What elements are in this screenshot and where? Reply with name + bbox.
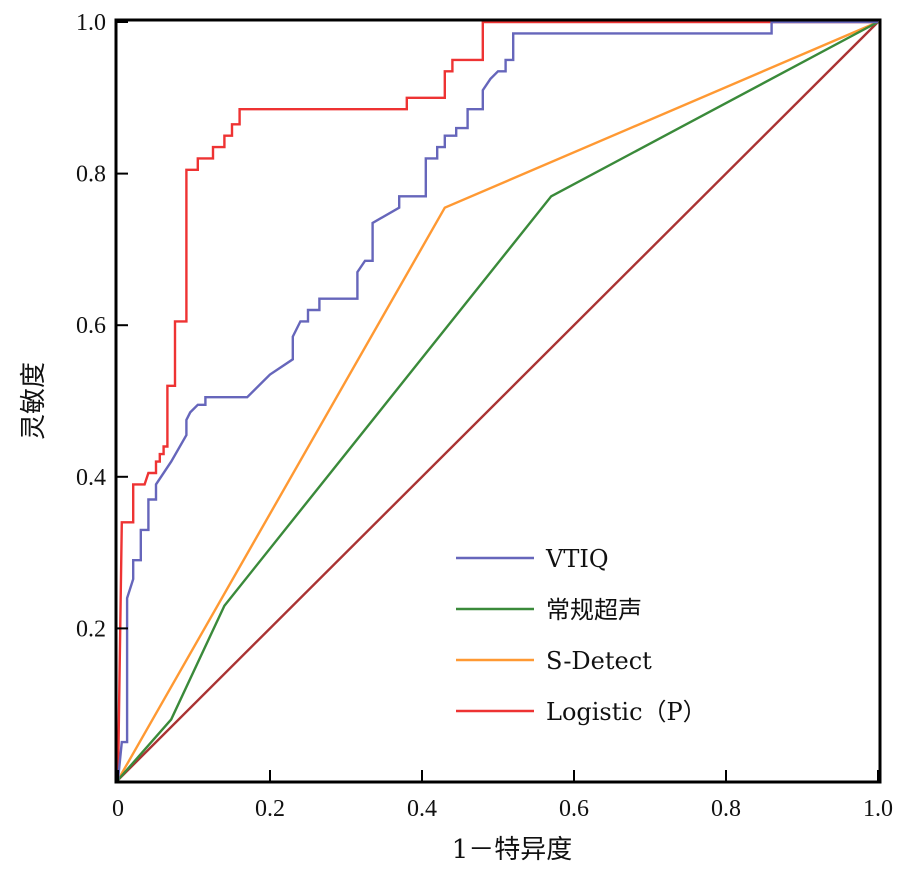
x-axis-title: 1－特异度 <box>452 835 573 865</box>
x-tick-label: 0 <box>112 796 124 822</box>
curve-diagonal <box>117 21 879 781</box>
legend-label: Logistic（P） <box>546 698 707 726</box>
x-tick-label: 0.2 <box>255 796 285 822</box>
curve- <box>117 20 879 781</box>
plot-frame <box>114 18 882 784</box>
y-tick-label: 0.4 <box>76 465 106 491</box>
y-tick-label: 0.8 <box>76 162 106 188</box>
curve-s-detect <box>116 20 879 781</box>
legend-label: VTIQ <box>545 545 609 573</box>
curve-vtiq <box>116 20 878 781</box>
x-tick-label: 0.4 <box>407 796 437 822</box>
y-tick-label: 0.2 <box>76 616 106 642</box>
x-tick-label: 1.0 <box>863 796 893 822</box>
roc-curves <box>116 20 879 781</box>
x-tick-label: 0.6 <box>559 796 589 822</box>
y-axis-ticks: 0.2 0.4 0.6 0.8 1.0 <box>76 10 128 642</box>
legend: VTIQ 常规超声 S-Detect Logistic（P） <box>456 545 707 726</box>
legend-label: S-Detect <box>546 647 652 675</box>
x-tick-label: 0.8 <box>711 796 741 822</box>
legend-label: 常规超声 <box>546 596 642 624</box>
y-tick-label: 0.6 <box>76 313 106 339</box>
x-axis-ticks: 0 0.2 0.4 0.6 0.8 1.0 <box>112 770 893 822</box>
y-axis-title: 灵敏度 <box>19 362 49 440</box>
curve-logistic-p <box>116 20 878 781</box>
y-tick-label: 1.0 <box>76 10 106 36</box>
